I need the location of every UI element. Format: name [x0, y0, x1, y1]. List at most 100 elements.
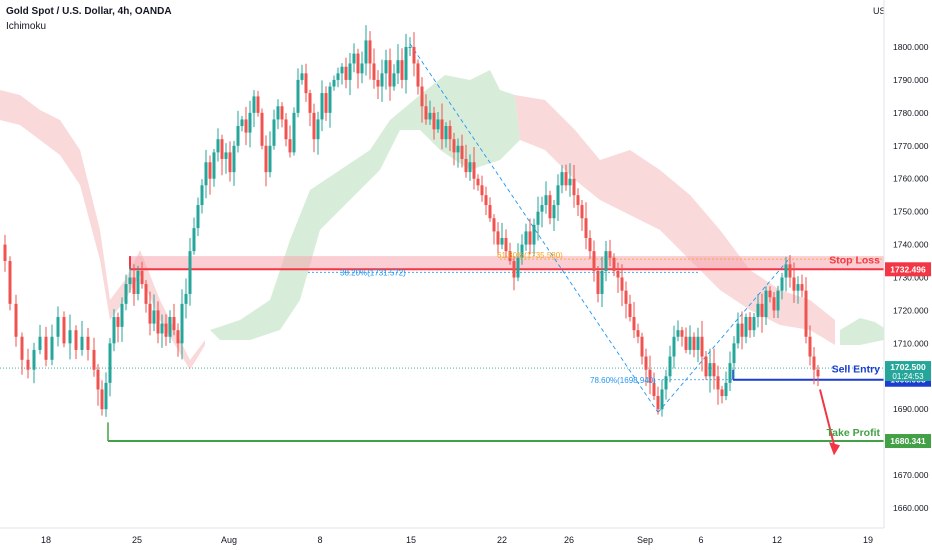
candle-body	[3, 244, 7, 262]
candle-body	[704, 356, 708, 377]
candle-body	[128, 277, 132, 285]
candle-body	[56, 317, 60, 337]
candle-body	[528, 231, 532, 245]
candle-body	[38, 336, 42, 350]
candle-body	[232, 145, 236, 173]
candle-body	[74, 330, 78, 350]
candle-body	[484, 195, 488, 206]
candle-body	[720, 389, 724, 397]
candle-body	[96, 369, 100, 390]
candle-body	[252, 96, 256, 113]
candle-body	[436, 119, 440, 130]
candle-body	[760, 303, 764, 318]
candle-body	[508, 251, 512, 262]
candle-body	[368, 40, 372, 64]
chart-labels: 1732.4961680.3411698.9531702.50001:24:53…	[340, 251, 931, 449]
candle-body	[696, 336, 700, 350]
candle-body	[264, 145, 268, 173]
candle-body	[412, 47, 416, 64]
candle-body	[772, 297, 776, 311]
candle-body	[756, 303, 760, 318]
candle-body	[44, 336, 48, 360]
y-tick-label: 1760.000	[893, 174, 929, 184]
candle-body	[424, 106, 428, 120]
arrow-head	[829, 442, 840, 456]
candle-body	[692, 336, 696, 350]
y-tick-label: 1780.000	[893, 108, 929, 118]
candle-body	[448, 126, 452, 140]
candle-body	[540, 205, 544, 212]
candle-body	[728, 363, 732, 383]
candle-body	[140, 270, 144, 285]
candle-body	[432, 112, 436, 130]
candle-body	[184, 293, 188, 304]
candle-body	[520, 244, 524, 258]
candle-body	[132, 277, 136, 294]
candle-body	[352, 53, 356, 64]
candle-body	[516, 257, 520, 278]
candle-body	[804, 290, 808, 337]
candle-body	[144, 284, 148, 304]
stop-loss-zone	[130, 256, 884, 270]
candle-body	[708, 363, 712, 377]
candle-body	[248, 112, 252, 133]
candle-body	[700, 336, 704, 357]
candle-body	[744, 317, 748, 337]
candle-body	[124, 284, 128, 304]
candle-body	[648, 369, 652, 383]
candle-body	[624, 290, 628, 304]
candle-body	[468, 162, 472, 173]
candle-body	[480, 185, 484, 196]
candle-body	[376, 79, 380, 87]
candle-body	[596, 270, 600, 294]
candle-body	[244, 119, 248, 133]
y-tick-label: 1670.000	[893, 470, 929, 480]
stop-loss-tag-bg	[885, 262, 931, 277]
candle-body	[272, 119, 276, 146]
fib-leg-up	[657, 257, 791, 413]
candle-body	[256, 96, 260, 113]
y-tick-label: 1800.000	[893, 42, 929, 52]
candle-body	[732, 343, 736, 364]
candle-body	[680, 330, 684, 337]
candle-body	[496, 231, 500, 245]
candle-body	[416, 63, 420, 87]
candle-body	[580, 205, 584, 219]
candle-body	[612, 257, 616, 271]
candle-body	[620, 277, 624, 291]
candle-body	[544, 195, 548, 206]
candle-body	[748, 317, 752, 331]
candle-body	[308, 93, 312, 113]
candle-body	[80, 336, 84, 350]
fib-786-label: 78.60%(1698.940)	[590, 376, 656, 385]
candle-body	[588, 237, 592, 252]
candle-body	[316, 119, 320, 140]
candle-body	[108, 343, 112, 383]
candle-body	[212, 152, 216, 179]
candle-body	[240, 119, 244, 127]
candle-body	[404, 47, 408, 80]
x-tick-label: 18	[41, 535, 51, 545]
take-profit-tag-text: 1680.341	[890, 436, 926, 446]
candle-body	[168, 317, 172, 337]
take-profit-tag: 1680.341	[885, 434, 931, 449]
candle-body	[388, 60, 392, 87]
candle-body	[796, 284, 800, 291]
candle-body	[50, 336, 54, 360]
x-tick-label: 8	[317, 535, 322, 545]
candle-body	[780, 277, 784, 291]
candles	[3, 25, 840, 456]
candle-body	[284, 119, 288, 140]
candle-body	[292, 112, 296, 153]
candle-body	[600, 270, 604, 294]
y-tick-label: 1790.000	[893, 75, 929, 85]
candle-body	[660, 389, 664, 410]
candle-body	[100, 389, 104, 410]
candle-body	[576, 195, 580, 206]
candle-body	[344, 66, 348, 80]
y-tick-label: 1660.000	[893, 503, 929, 513]
candle-body	[364, 40, 368, 64]
candle-body	[300, 73, 304, 80]
candle-body	[556, 185, 560, 206]
